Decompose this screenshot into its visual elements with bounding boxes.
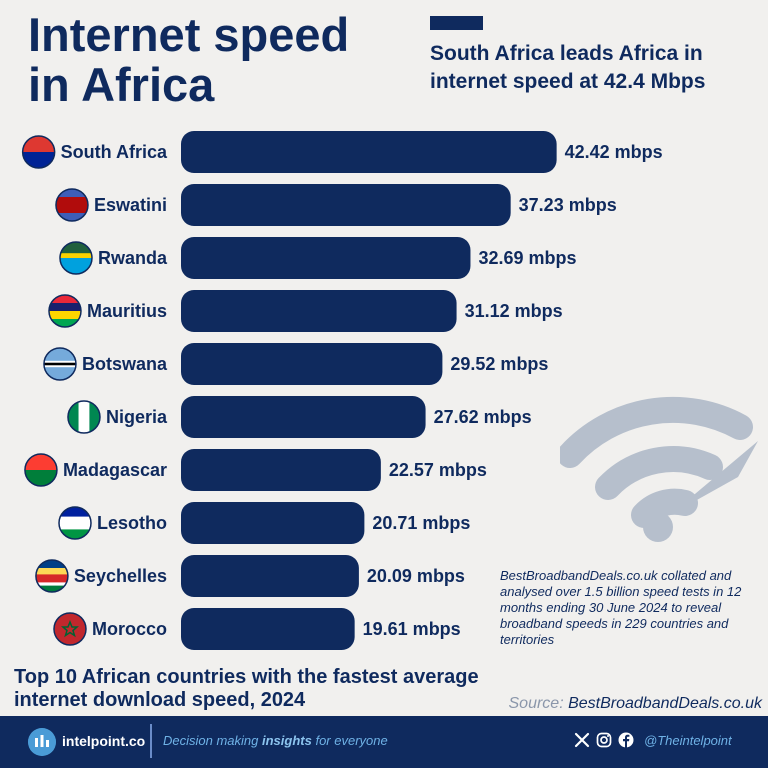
- source-link[interactable]: BestBroadbandDeals.co.uk: [568, 695, 762, 712]
- methodology-note: BestBroadbandDeals.co.uk collated and an…: [500, 568, 742, 647]
- footer-divider: [150, 724, 152, 758]
- bar-chart: South Africa 42.42 mbps Eswatini 37.23 mbps…: [21, 131, 663, 650]
- bar-group: South Africa 42.42 mbps: [61, 131, 663, 173]
- flag-icon: [43, 348, 76, 380]
- bar: [181, 184, 511, 226]
- footer: intelpoint.co Decision making insights f…: [0, 716, 768, 768]
- chart-caption: Top 10 African countries with the fastes…: [14, 666, 534, 712]
- wifi-icon: [560, 396, 758, 542]
- bar: [181, 237, 471, 279]
- source-label: Source:: [508, 695, 564, 712]
- value-label: 19.61 mbps: [363, 619, 461, 639]
- tagline-highlight: insights: [262, 733, 312, 748]
- subtitle-line-2: internet speed at 42.4 Mbps: [430, 70, 706, 93]
- caption-line-1: Top 10 African countries with the fastes…: [14, 666, 479, 688]
- bar-group: Rwanda 32.69 mbps: [98, 237, 577, 279]
- flag-icon: [67, 401, 100, 433]
- category-label: Nigeria: [106, 407, 168, 427]
- bar-group: Nigeria 27.62 mbps: [106, 396, 532, 438]
- category-label: South Africa: [61, 142, 168, 162]
- category-label: Seychelles: [74, 566, 167, 586]
- bar-group: Mauritius 31.12 mbps: [87, 290, 563, 332]
- tagline-end: for everyone: [311, 733, 388, 748]
- bar-group: Madagascar 22.57 mbps: [63, 449, 487, 491]
- flag-icon: [55, 189, 88, 221]
- value-label: 42.42 mbps: [565, 142, 663, 162]
- value-label: 32.69 mbps: [478, 248, 576, 268]
- category-label: Morocco: [92, 619, 167, 639]
- flag-icon: [59, 507, 91, 539]
- instagram-icon[interactable]: [596, 732, 612, 748]
- brand-name[interactable]: intelpoint.co: [62, 733, 146, 749]
- x-icon[interactable]: [574, 732, 590, 748]
- flag-icon: [59, 242, 92, 274]
- bar: [181, 343, 443, 385]
- value-label: 37.23 mbps: [519, 195, 617, 215]
- bar: [181, 290, 457, 332]
- value-label: 27.62 mbps: [434, 407, 532, 427]
- value-label: 29.52 mbps: [450, 354, 548, 374]
- value-label: 20.71 mbps: [372, 513, 470, 533]
- flag-icon: [24, 454, 57, 486]
- category-label: Eswatini: [94, 195, 167, 215]
- bar-group: Botswana 29.52 mbps: [82, 343, 548, 385]
- source-credit: Source: BestBroadbandDeals.co.uk: [509, 695, 763, 713]
- tagline-start: Decision making: [163, 733, 262, 748]
- subtitle-line-1: South Africa leads Africa in: [430, 42, 703, 65]
- bar: [181, 131, 557, 173]
- facebook-icon[interactable]: [618, 732, 634, 748]
- bar: [181, 608, 355, 650]
- title-line-2: in Africa: [28, 58, 215, 111]
- social-links: @Theintelpoint: [574, 732, 732, 748]
- page-title: Internet speed in Africa: [28, 10, 349, 110]
- flag-icon: [22, 136, 55, 168]
- flag-icon: [48, 295, 81, 327]
- category-label: Madagascar: [63, 460, 167, 480]
- category-label: Rwanda: [98, 248, 168, 268]
- bar: [181, 396, 426, 438]
- bar: [181, 555, 359, 597]
- category-label: Lesotho: [97, 513, 167, 533]
- subtitle: South Africa leads Africa in internet sp…: [430, 40, 765, 96]
- brand-logo-icon: [28, 728, 56, 756]
- value-label: 20.09 mbps: [367, 566, 465, 586]
- tagline: Decision making insights for everyone: [163, 733, 388, 748]
- flag-icon: [53, 613, 86, 645]
- value-label: 31.12 mbps: [465, 301, 563, 321]
- bar-group: Lesotho 20.71 mbps: [97, 502, 470, 544]
- category-label: Botswana: [82, 354, 168, 374]
- social-handle[interactable]: @Theintelpoint: [644, 732, 732, 748]
- flag-icon: [35, 560, 68, 592]
- bar-group: Morocco 19.61 mbps: [92, 608, 461, 650]
- category-label: Mauritius: [87, 301, 167, 321]
- bar: [181, 449, 381, 491]
- accent-bar: [430, 16, 483, 30]
- value-label: 22.57 mbps: [389, 460, 487, 480]
- bar: [181, 502, 365, 544]
- bar-group: Seychelles 20.09 mbps: [74, 555, 465, 597]
- caption-line-2: internet download speed, 2024: [14, 689, 306, 711]
- title-line-1: Internet speed: [28, 8, 350, 61]
- bar-group: Eswatini 37.23 mbps: [94, 184, 617, 226]
